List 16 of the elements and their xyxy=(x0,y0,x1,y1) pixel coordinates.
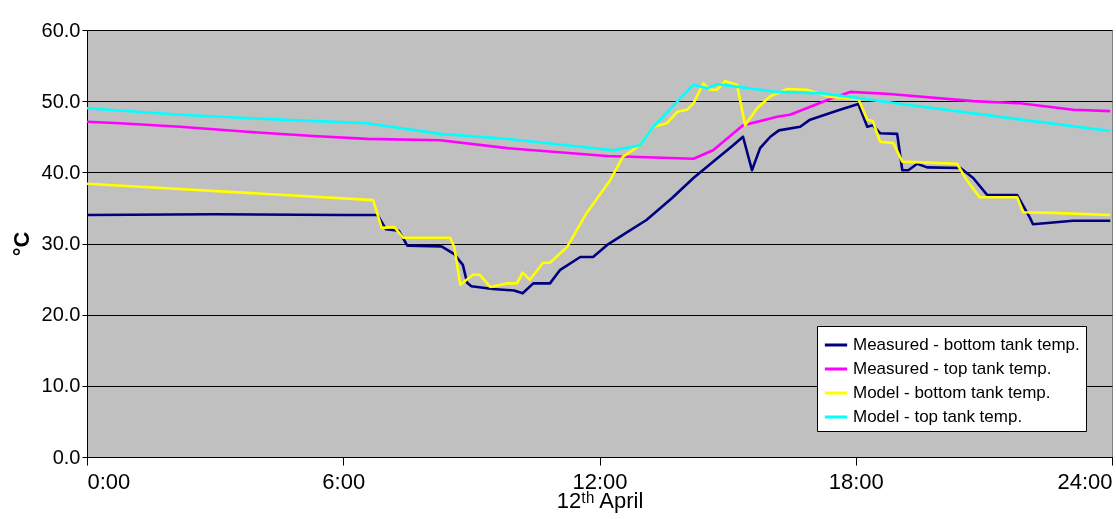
y-tick-label: 40.0 xyxy=(41,160,81,183)
y-tick-label: 30.0 xyxy=(41,232,81,254)
y-tick-label: 10.0 xyxy=(41,374,81,397)
legend-label: Model - top tank temp. xyxy=(853,407,1023,426)
x-tick-label: 0:00 xyxy=(87,468,131,494)
legend-label: Measured - bottom tank temp. xyxy=(853,335,1080,354)
legend-label: Model - bottom tank temp. xyxy=(853,383,1051,402)
x-tick-label: 6:00 xyxy=(322,468,366,494)
y-tick-label: 0.0 xyxy=(52,445,81,468)
x-tick-label: 18:00 xyxy=(828,468,884,494)
y-axis-title: °C xyxy=(8,231,34,257)
legend-label: Measured - top tank temp. xyxy=(853,359,1052,378)
y-tick-label: 20.0 xyxy=(41,303,81,326)
y-tick-label: 60.0 xyxy=(41,18,81,41)
x-tick-label: 24:00 xyxy=(1057,468,1113,494)
y-tick-label: 50.0 xyxy=(41,89,81,112)
